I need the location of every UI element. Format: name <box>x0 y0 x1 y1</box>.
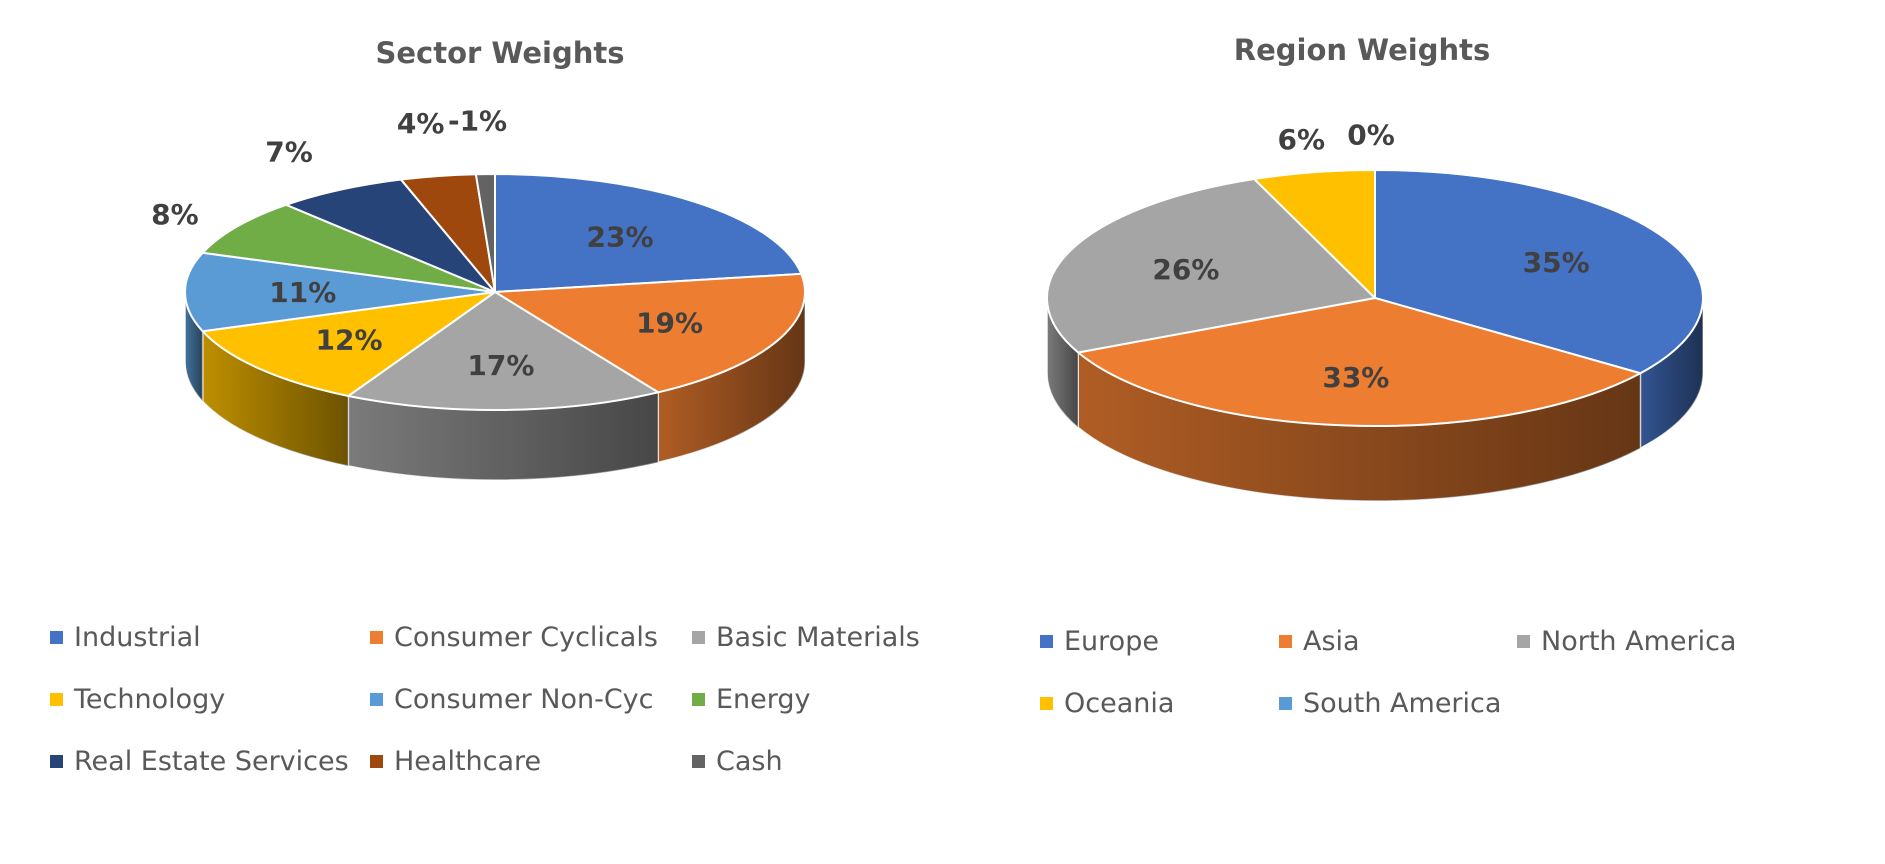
legend-label: Industrial <box>74 621 201 653</box>
slice-basic-materials-side-shade <box>348 392 659 481</box>
legend-label: Consumer Cyclicals <box>394 621 658 653</box>
legend-label: South America <box>1303 687 1502 719</box>
legend-swatch <box>1279 696 1292 710</box>
legend-label: Europe <box>1064 625 1159 657</box>
legend-label: Technology <box>74 683 226 715</box>
slice-consumer-cyclicals-label: 19% <box>636 307 703 340</box>
sector-chart-title: Sector Weights <box>375 36 624 70</box>
legend-item-real-estate-services: Real Estate Services <box>50 730 370 792</box>
slice-europe <box>1374 169 1704 375</box>
sector-legend: Industrial Consumer Cyclicals Basic Materi… <box>50 606 952 792</box>
legend-item-basic-materials: Basic Materials <box>692 606 952 668</box>
slice-technology <box>201 291 496 397</box>
slice-industrial <box>494 173 803 293</box>
slice-real-estate-services <box>285 178 496 293</box>
legend-swatch <box>1040 696 1053 710</box>
legend-item-consumer-cyclicals: Consumer Cyclicals <box>370 606 692 668</box>
slice-industrial-label: 23% <box>587 220 654 253</box>
legend-label: Energy <box>716 683 811 715</box>
legend-swatch <box>1517 634 1530 648</box>
legend-swatch <box>1040 634 1053 648</box>
slice-asia <box>1077 297 1642 427</box>
slice-consumer-cyclicals-side-shade <box>658 292 805 463</box>
slice-consumer-cyclicals <box>494 272 806 394</box>
slice-north-america <box>1046 177 1376 354</box>
legend-item-healthcare: Healthcare <box>370 730 692 792</box>
slice-europe-label: 35% <box>1523 246 1590 279</box>
slice-consumer-non-cyc-side-shade <box>185 292 203 402</box>
slice-asia-label: 33% <box>1322 361 1389 394</box>
legend-swatch <box>692 754 705 768</box>
legend-item-cash: Cash <box>692 730 952 792</box>
legend-label: Basic Materials <box>716 621 920 653</box>
slice-europe-side-shade <box>1640 298 1703 449</box>
slice-real-estate-services-label: 7% <box>265 135 313 168</box>
legend-label: North America <box>1541 625 1737 657</box>
legend-label: Cash <box>716 745 783 777</box>
legend-label: Real Estate Services <box>74 745 349 777</box>
legend-swatch <box>370 754 383 768</box>
legend-item-technology: Technology <box>50 668 370 730</box>
slice-energy-label: 8% <box>151 198 199 231</box>
legend-swatch <box>370 630 383 644</box>
slice-technology-label: 12% <box>316 324 383 357</box>
slice-south-america-label: 0% <box>1347 118 1395 151</box>
slice-cash <box>474 173 496 293</box>
legend-item-energy: Energy <box>692 668 952 730</box>
slice-basic-materials-label: 17% <box>467 349 534 382</box>
slice-basic-materials <box>347 291 660 411</box>
slice-north-america-label: 26% <box>1152 253 1219 286</box>
legend-swatch <box>692 630 705 644</box>
legend-label: Consumer Non-Cyc <box>394 683 654 715</box>
legend-item-europe: Europe <box>1040 610 1279 672</box>
legend-item-consumer-non-cyc: Consumer Non-Cyc <box>370 668 692 730</box>
legend-item-south-america: South America <box>1279 672 1517 734</box>
legend-item-asia: Asia <box>1279 610 1517 672</box>
legend-item-north-america: North America <box>1517 610 1817 672</box>
slice-healthcare-label: 4% <box>397 107 445 140</box>
legend-swatch <box>370 692 383 706</box>
slice-technology-side-shade <box>202 331 349 466</box>
legend-swatch <box>50 630 63 644</box>
region-weights-chart: Region Weights 35% 33% 26% 6% 0% <box>1046 33 1704 502</box>
legend-swatch <box>1279 634 1292 648</box>
slice-north-america-side-shade <box>1047 298 1079 428</box>
slice-oceania <box>1253 169 1376 299</box>
legend-label: Asia <box>1303 625 1360 657</box>
slice-cash-label: -1% <box>448 104 507 137</box>
legend-swatch <box>50 754 63 768</box>
slice-consumer-non-cyc <box>184 251 496 333</box>
sector-weights-chart: Sector Weights 23% 19% 17% 12% 11% 8% 7% 4% -1% <box>151 36 806 481</box>
slice-energy <box>201 203 496 293</box>
region-legend: Europe Asia North America Oceania South Amer… <box>1040 610 1817 734</box>
legend-item-oceania: Oceania <box>1040 672 1279 734</box>
slice-oceania-label: 6% <box>1277 123 1325 156</box>
slice-consumer-non-cyc-label: 11% <box>269 276 336 309</box>
legend-item-industrial: Industrial <box>50 606 370 668</box>
region-chart-title: Region Weights <box>1234 33 1490 67</box>
legend-swatch <box>50 692 63 706</box>
legend-label: Healthcare <box>394 745 542 777</box>
legend-label: Oceania <box>1064 687 1175 719</box>
legend-swatch <box>692 692 705 706</box>
